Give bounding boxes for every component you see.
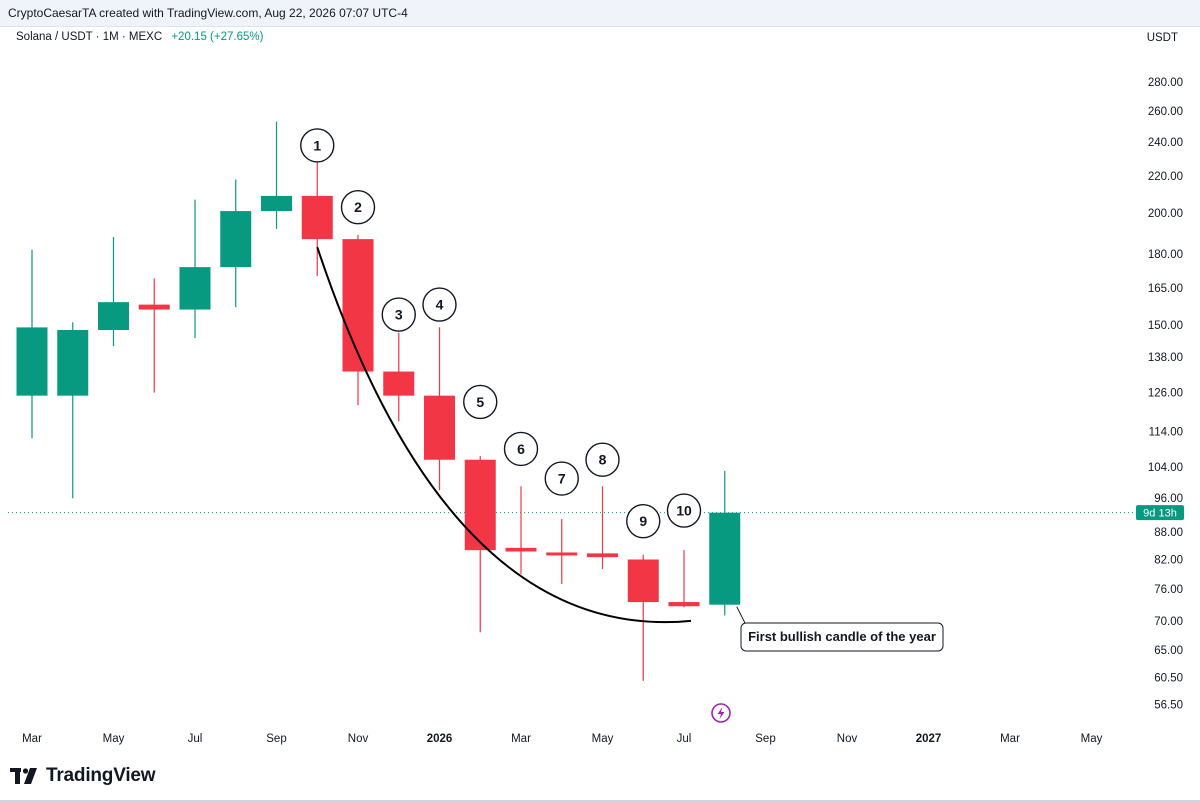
- bearish-candle: [668, 602, 700, 607]
- y-tick-label: 70.00: [1154, 616, 1183, 628]
- count-markers: 1 2 3 4 5 6 7 8 9 10: [300, 128, 702, 539]
- bearish-candle: [301, 195, 333, 240]
- current-price-tag-text: 9d 13h: [1143, 508, 1177, 520]
- y-tick-label: 200.00: [1148, 208, 1183, 220]
- bearish-candle: [627, 559, 659, 603]
- x-tick-label: 2027: [916, 733, 942, 745]
- header-bar: CryptoCaesarTA created with TradingView.…: [0, 0, 1200, 27]
- symbol-legend: Solana / USDT · 1M · MEXC +20.15 (+27.65…: [16, 31, 263, 43]
- count-marker: 5: [463, 384, 498, 420]
- count-marker-label: 9: [639, 513, 647, 529]
- bullish-candle: [98, 302, 129, 331]
- count-marker: 2: [340, 190, 376, 225]
- bearish-candle: [464, 459, 496, 551]
- x-tick-label: Sep: [266, 733, 286, 745]
- current-price-tag: 9d 13h: [1136, 505, 1184, 521]
- y-tick-label: 82.00: [1154, 555, 1183, 567]
- x-tick-label: Nov: [348, 733, 369, 745]
- x-tick-label: Mar: [511, 733, 531, 745]
- y-tick-label: 138.00: [1148, 352, 1183, 364]
- count-marker-label: 2: [354, 199, 362, 215]
- y-tick-label: 60.50: [1154, 673, 1183, 685]
- bullish-candle: [16, 327, 48, 396]
- count-marker-label: 10: [676, 503, 692, 519]
- x-tick-label: Mar: [22, 733, 42, 745]
- lightning-icon[interactable]: [711, 703, 731, 723]
- bearish-candle: [546, 552, 578, 556]
- y-tick-label: 150.00: [1148, 320, 1183, 332]
- count-marker-label: 1: [313, 137, 321, 153]
- y-tick-label: 240.00: [1148, 137, 1183, 149]
- bullish-candle: [179, 267, 211, 310]
- y-tick-label: 165.00: [1148, 283, 1183, 295]
- annotation-text: First bullish candle of the year: [748, 629, 936, 644]
- bearish-candle: [383, 371, 415, 396]
- x-tick-label: Mar: [1000, 733, 1020, 745]
- y-tick-label: 260.00: [1148, 106, 1183, 118]
- annotation-callout: First bullish candle of the year: [736, 606, 944, 652]
- count-marker-label: 5: [476, 394, 484, 410]
- bullish-candle: [709, 512, 741, 605]
- count-marker: 9: [626, 503, 661, 539]
- count-marker-label: 8: [599, 452, 607, 468]
- count-marker: 3: [381, 297, 416, 332]
- bearish-candle: [505, 547, 537, 552]
- candles: [16, 121, 741, 681]
- y-tick-label: 114.00: [1149, 426, 1183, 438]
- bullish-candle: [57, 330, 89, 396]
- bottom-rule: [0, 800, 1200, 803]
- x-tick-label: 2026: [427, 733, 453, 745]
- bearish-candle: [342, 239, 374, 372]
- x-tick-label: May: [592, 733, 614, 745]
- bearish-candle: [587, 553, 618, 558]
- x-tick-label: Sep: [755, 733, 775, 745]
- tradingview-logo-text: TradingView: [46, 765, 156, 786]
- count-marker: 8: [585, 442, 620, 477]
- y-tick-label: 126.00: [1148, 388, 1183, 400]
- time-axis: Mar May Jul Sep Nov 2026 Mar May Jul Sep Nov 2027 Ma…: [22, 733, 1103, 745]
- tradingview-logo-icon: [10, 768, 37, 784]
- y-tick-label: 96.00: [1154, 493, 1183, 505]
- y-tick-label: 65.00: [1154, 645, 1183, 657]
- x-tick-label: Jul: [677, 733, 692, 745]
- x-tick-label: May: [1081, 733, 1103, 745]
- y-tick-label: 76.00: [1154, 584, 1183, 596]
- bearish-candle: [138, 304, 170, 310]
- price-change: +20.15 (+27.65%): [171, 31, 264, 43]
- x-tick-label: Nov: [837, 733, 858, 745]
- y-tick-label: 56.50: [1154, 699, 1183, 711]
- count-marker-label: 7: [558, 471, 566, 487]
- x-tick-label: Jul: [188, 733, 203, 745]
- count-marker: 4: [422, 287, 457, 322]
- count-marker-label: 4: [436, 297, 444, 313]
- bearish-candle: [424, 395, 455, 460]
- currency-label: USDT: [1146, 32, 1178, 44]
- count-marker-label: 3: [395, 307, 403, 323]
- y-tick-label: 104.00: [1148, 462, 1183, 474]
- y-tick-label: 88.00: [1154, 527, 1183, 539]
- count-marker-label: 6: [517, 441, 525, 457]
- tradingview-logo[interactable]: TradingView: [10, 764, 156, 788]
- count-marker: 7: [544, 461, 579, 496]
- candlestick-chart[interactable]: 280.00260.00240.00220.00200.00180.00165.…: [0, 0, 1200, 760]
- y-tick-label: 220.00: [1148, 171, 1183, 183]
- header-caption: CryptoCaesarTA created with TradingView.…: [8, 6, 408, 20]
- downtrend-curve: [316, 246, 692, 624]
- count-marker: 1: [300, 128, 335, 163]
- y-tick-label: 280.00: [1148, 77, 1183, 89]
- count-marker: 10: [666, 493, 702, 528]
- price-axis: 280.00 260.00 240.00 220.00 200.00 180.00 165.…: [1148, 77, 1183, 711]
- count-marker: 6: [503, 431, 539, 467]
- bullish-candle: [220, 211, 252, 268]
- x-tick-label: May: [103, 733, 125, 745]
- symbol-name: Solana / USDT · 1M · MEXC: [16, 31, 163, 43]
- y-tick-label: 180.00: [1148, 249, 1183, 261]
- bullish-candle: [261, 195, 292, 212]
